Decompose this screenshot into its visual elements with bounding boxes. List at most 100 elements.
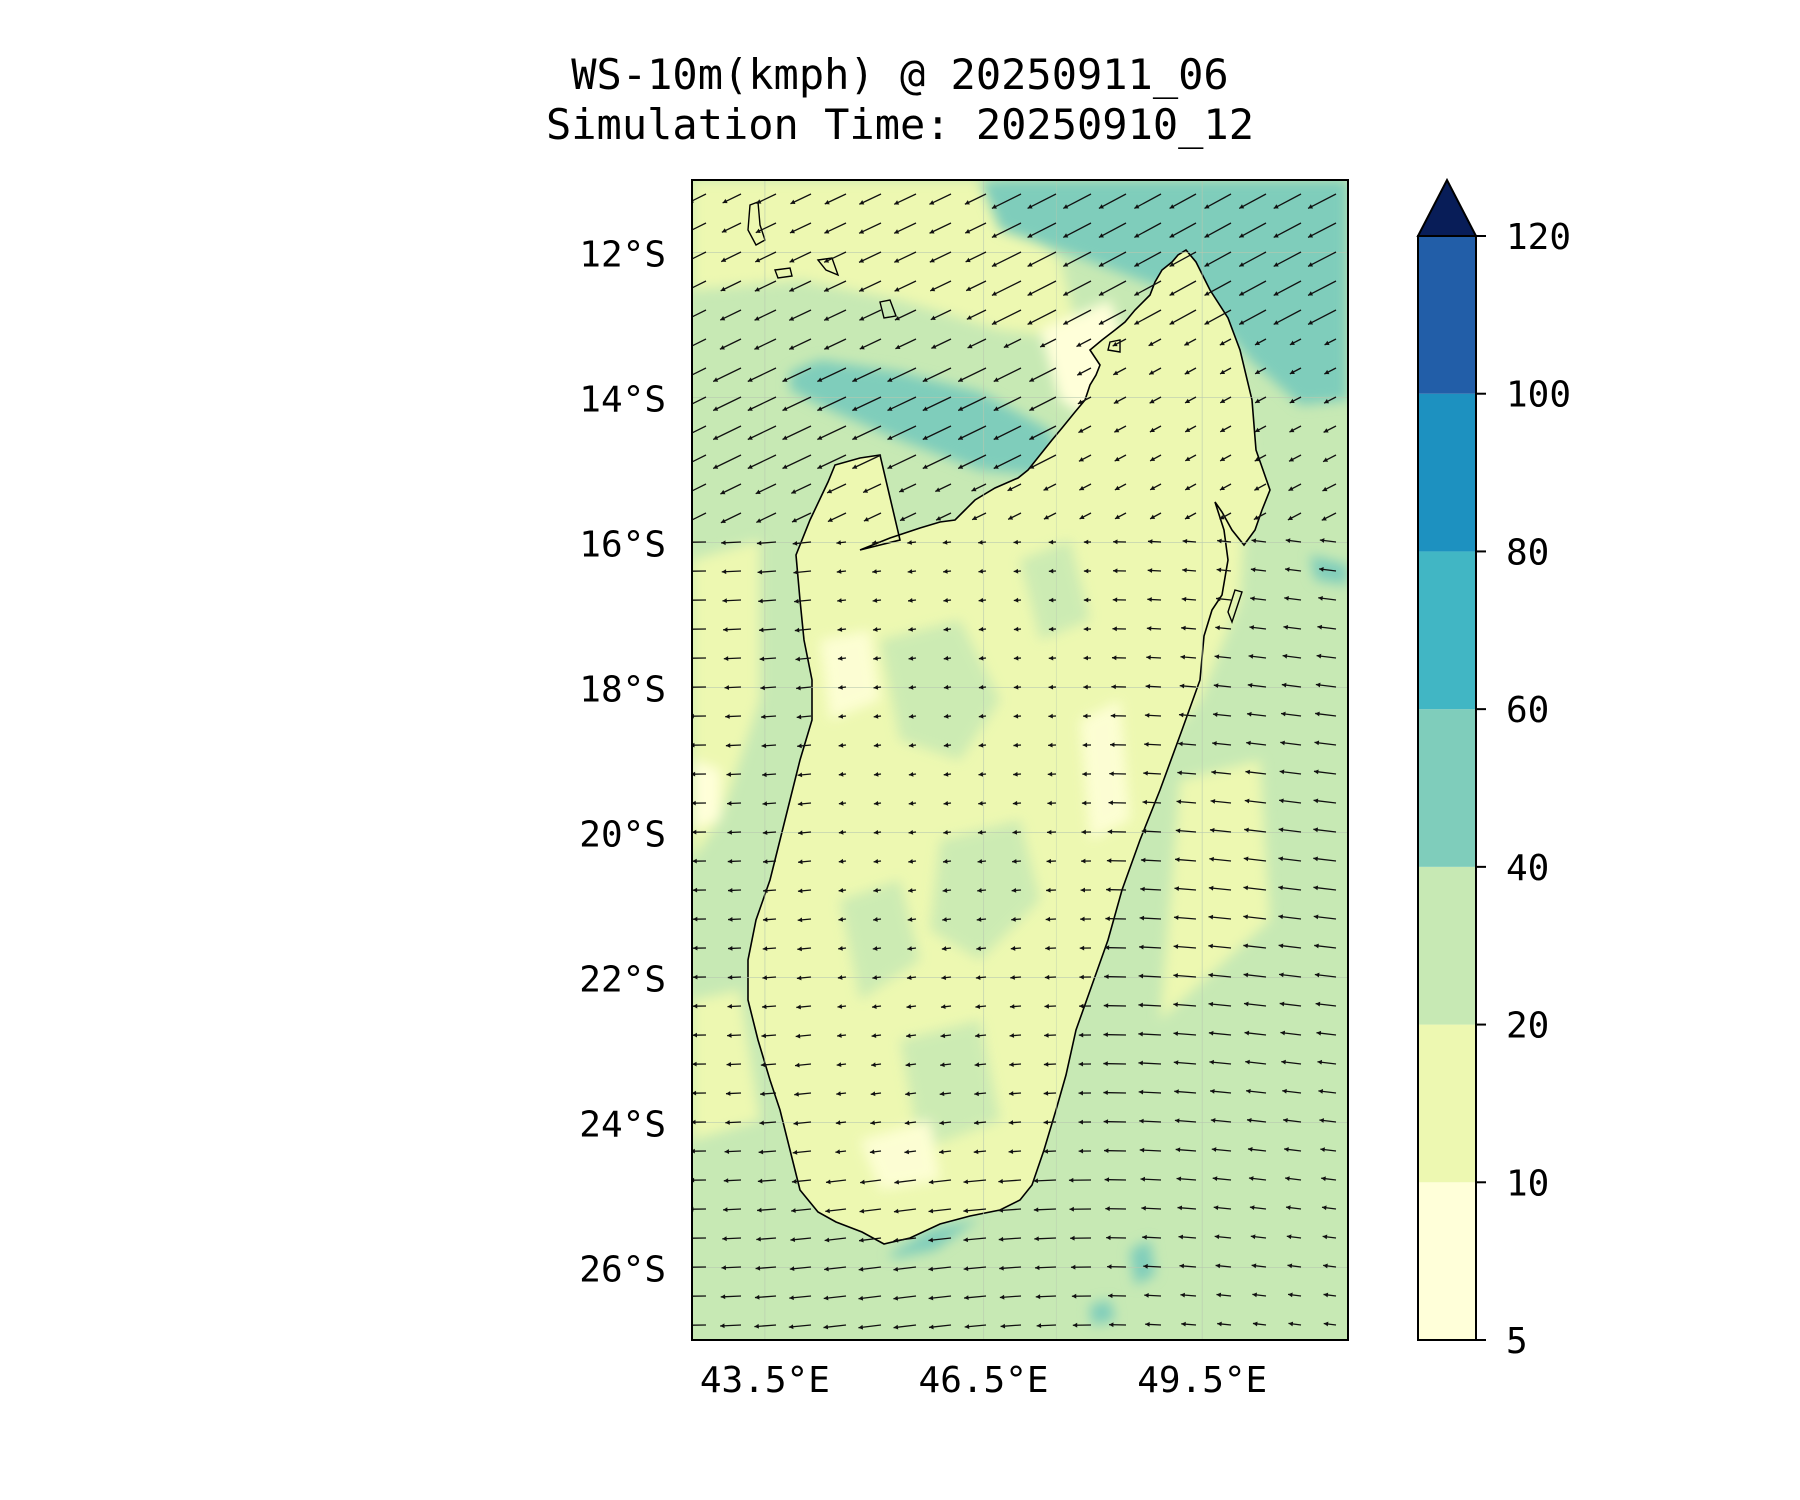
wind-vector-head bbox=[991, 233, 997, 238]
wind-vector-head bbox=[759, 1120, 764, 1126]
wind-vector-head bbox=[859, 200, 865, 205]
wind-vector-head bbox=[1104, 1177, 1110, 1183]
wind-vector-head bbox=[1249, 625, 1255, 630]
wind-vector-head bbox=[726, 772, 731, 777]
wind-vector-head bbox=[906, 1033, 911, 1039]
island-2 bbox=[774, 267, 793, 279]
lat-tick-label: 18°S bbox=[579, 670, 666, 711]
wind-vector-head bbox=[1308, 291, 1314, 296]
wind-vector-head bbox=[1251, 538, 1257, 544]
wind-vector-head bbox=[871, 1033, 877, 1039]
wind-vector-head bbox=[1047, 771, 1053, 777]
wind-vector-head bbox=[1098, 204, 1104, 209]
wind-vector-head bbox=[1169, 291, 1175, 296]
wind-vector-head bbox=[929, 258, 935, 263]
wind-vector-head bbox=[790, 199, 796, 205]
wind-vector-head bbox=[1098, 262, 1104, 267]
colorbar-tick-label: 5 bbox=[1506, 1321, 1528, 1362]
wind-vector-head bbox=[908, 627, 913, 632]
wind-vector-head bbox=[893, 1208, 899, 1214]
wind-vector-head bbox=[1070, 1235, 1075, 1241]
wind-vector-head bbox=[692, 916, 698, 922]
wind-vector-head bbox=[1013, 597, 1019, 603]
wind-vector-head bbox=[943, 800, 949, 806]
wind-vector-head bbox=[1134, 204, 1140, 209]
wind-vector-head bbox=[1040, 342, 1046, 348]
wind-vector-head bbox=[894, 287, 900, 292]
wind-vector-head bbox=[747, 406, 753, 411]
wind-vector-head bbox=[873, 713, 879, 719]
wind-vector-head bbox=[905, 1091, 910, 1097]
wind-vector-head bbox=[1179, 1263, 1185, 1269]
wind-vectors bbox=[692, 193, 1337, 1330]
wind-vector-head bbox=[873, 656, 878, 661]
wind-vector bbox=[1204, 280, 1232, 296]
wind-vector-head bbox=[1220, 369, 1226, 374]
wind-vector bbox=[993, 367, 1022, 383]
wind-vector-head bbox=[871, 1062, 876, 1068]
wind-vector-head bbox=[756, 518, 762, 523]
wind-vector-head bbox=[974, 1062, 980, 1068]
wind-vector-head bbox=[1104, 1148, 1109, 1154]
wind-vector-head bbox=[1314, 740, 1320, 746]
wind-vector-head bbox=[873, 742, 879, 748]
wind-vector-head bbox=[1182, 538, 1188, 544]
wind-vector-head bbox=[1013, 684, 1019, 690]
wind-vector-head bbox=[762, 830, 768, 836]
wind-vector-head bbox=[1286, 1205, 1291, 1211]
wind-vector-head bbox=[1288, 486, 1294, 491]
wind-vector-head bbox=[993, 464, 999, 469]
wind-vector-head bbox=[1321, 1205, 1327, 1211]
wind-vector-head bbox=[1107, 829, 1113, 835]
land-patch-3 bbox=[840, 880, 920, 1000]
wind-vector-head bbox=[942, 859, 948, 864]
wind-vector-head bbox=[796, 685, 801, 691]
wind-vector-head bbox=[908, 598, 913, 603]
wind-vector-head bbox=[836, 540, 842, 545]
wind-vector bbox=[1098, 222, 1127, 238]
wind-vector bbox=[712, 396, 742, 412]
wind-vector-head bbox=[978, 597, 984, 603]
wind-vector bbox=[782, 396, 812, 412]
wind-vector-head bbox=[1318, 595, 1323, 601]
wind-vector-head bbox=[1173, 1060, 1179, 1066]
wind-vector-head bbox=[907, 917, 913, 922]
wind-vector-head bbox=[1220, 398, 1226, 403]
wind-vector-head bbox=[825, 1208, 830, 1214]
wind-vector-head bbox=[1279, 972, 1284, 978]
wind-vector-head bbox=[1273, 320, 1279, 325]
wind-vector-head bbox=[1078, 1119, 1083, 1125]
wind-vector-head bbox=[1009, 1062, 1014, 1067]
wind-vector bbox=[887, 396, 917, 412]
wind-vector bbox=[957, 367, 987, 383]
wind-vector-head bbox=[1149, 398, 1155, 404]
wind-vector-head bbox=[1254, 427, 1260, 432]
wind-vector-head bbox=[1289, 457, 1295, 462]
wind-vector-head bbox=[893, 1266, 899, 1272]
wind-vector-head bbox=[895, 344, 901, 350]
wind-vector-head bbox=[1204, 262, 1210, 267]
wind-vector-head bbox=[941, 946, 947, 951]
wind-vector bbox=[1238, 280, 1267, 296]
wind-vector-head bbox=[928, 1179, 934, 1185]
wind-vector-head bbox=[1212, 1176, 1218, 1181]
wind-vector-head bbox=[727, 1004, 733, 1009]
colorbar-segment bbox=[1418, 1182, 1476, 1340]
wind-vector-head bbox=[873, 829, 879, 835]
wind-vector bbox=[1027, 251, 1057, 267]
wind-vector-head bbox=[1145, 1322, 1150, 1327]
wind-vector-head bbox=[1208, 943, 1213, 949]
land-patch-1 bbox=[880, 620, 1000, 760]
wind-vector-head bbox=[1077, 399, 1083, 404]
wind-vector-head bbox=[1317, 1059, 1323, 1065]
wind-vector-head bbox=[1210, 1118, 1216, 1123]
wind-vector-head bbox=[721, 1265, 726, 1271]
colorbar-tick-label: 40 bbox=[1506, 848, 1549, 889]
wind-vector-head bbox=[873, 858, 879, 864]
wind-vector-head bbox=[1216, 1292, 1222, 1298]
wind-vector-head bbox=[1008, 515, 1014, 520]
wind-vector-head bbox=[798, 830, 803, 836]
wind-vector-head bbox=[824, 229, 830, 234]
wind-vector-head bbox=[1173, 944, 1179, 949]
wind-vector-head bbox=[978, 568, 984, 574]
